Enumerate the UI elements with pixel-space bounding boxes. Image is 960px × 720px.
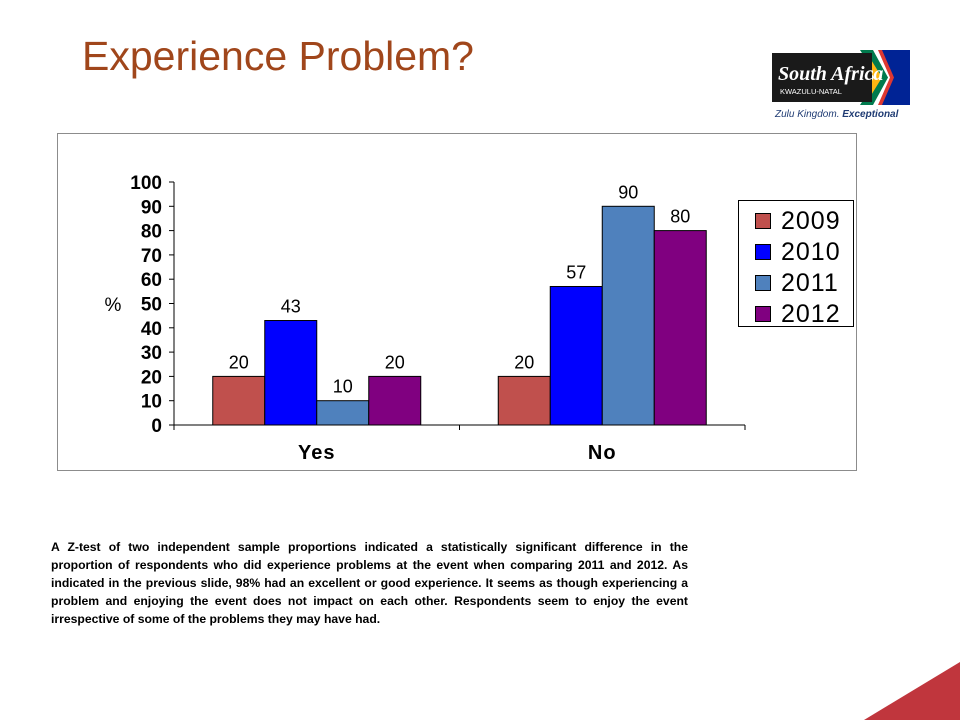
bar-2009-yes	[212, 375, 266, 426]
y-tick-label: 0	[151, 416, 162, 437]
legend-label: 2010	[781, 237, 841, 266]
legend-label: 2011	[781, 268, 839, 297]
logo-black-panel	[772, 53, 872, 102]
data-label: 20	[385, 352, 405, 372]
data-label: 90	[618, 182, 638, 202]
data-label: 20	[514, 352, 534, 372]
y-axis-label: %	[105, 295, 122, 316]
y-tick-label: 70	[141, 246, 162, 267]
logo-brand-text: South Africa	[778, 63, 883, 85]
slide-title: Experience Problem?	[82, 33, 474, 79]
y-tick-label: 30	[141, 343, 162, 364]
data-label: 80	[670, 207, 690, 227]
y-tick-label: 90	[141, 197, 162, 218]
legend-item: 2012	[755, 299, 841, 328]
bar-2012-no	[653, 230, 707, 426]
chart-legend: 2009 2010 2011 2012	[738, 200, 854, 328]
y-tick-label: 20	[141, 367, 162, 388]
data-label: 20	[229, 352, 249, 372]
x-category-label: No	[588, 442, 617, 464]
data-label: 57	[566, 262, 586, 282]
bar-2010-no	[549, 285, 603, 426]
y-tick-label: 10	[141, 392, 162, 413]
x-category-label: Yes	[298, 442, 335, 464]
bar-2011-no	[601, 205, 655, 426]
corner-accent-triangle	[864, 662, 960, 720]
chart-frame	[57, 133, 857, 471]
legend-item: 2009	[755, 206, 841, 235]
corner-triangle-shape	[864, 662, 960, 720]
data-label: 43	[281, 297, 301, 317]
bar-2009-no	[497, 375, 551, 426]
data-label: 10	[333, 377, 353, 397]
y-tick-label: 100	[130, 173, 162, 194]
legend-label: 2009	[781, 206, 841, 235]
legend-swatch	[755, 275, 771, 291]
y-tick-label: 40	[141, 319, 162, 340]
bar-chart: 0 10 20 30 40 50 60 70 80 90 100% 20 43 10 20 Yes 20 57 90…	[105, 173, 746, 464]
y-tick-label: 50	[141, 295, 162, 316]
bar-2011-yes	[316, 400, 370, 426]
y-tick-label: 60	[141, 270, 162, 291]
bar-2012-yes	[368, 375, 422, 426]
legend-label: 2012	[781, 299, 841, 328]
logo-region-text: KWAZULU-NATAL	[780, 87, 842, 96]
logo-tagline-plain: Zulu Kingdom.	[774, 109, 842, 120]
commentary-text: A Z-test of two independent sample propo…	[51, 540, 688, 626]
south-africa-logo: South Africa KWAZULU-NATAL Zulu Kingdom.…	[770, 50, 910, 120]
bar-2010-yes	[264, 320, 318, 426]
legend-swatch	[755, 244, 771, 260]
flag-blue-band	[882, 50, 910, 105]
logo-tagline: Zulu Kingdom. Exceptional	[774, 109, 899, 120]
legend-item: 2011	[755, 268, 839, 297]
logo-tagline-bold: Exceptional	[842, 109, 898, 120]
legend-swatch	[755, 306, 771, 322]
legend-swatch	[755, 213, 771, 229]
legend-item: 2010	[755, 237, 841, 266]
y-tick-label: 80	[141, 222, 162, 243]
